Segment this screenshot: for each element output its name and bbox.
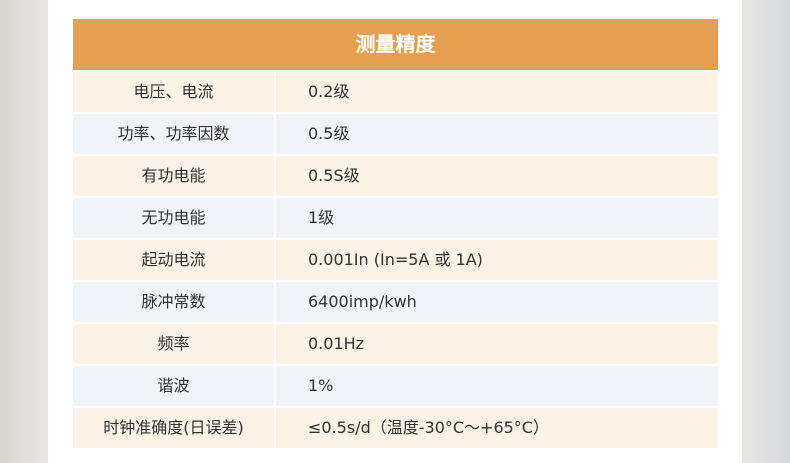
spec-name: 谐波 (73, 366, 276, 406)
table-row: 电压、电流 0.2级 (73, 72, 718, 112)
spec-value: 0.5S级 (308, 166, 360, 185)
spec-name: 时钟准确度(日误差) (73, 408, 276, 448)
spec-value: 0.001In (In=5A 或 1A) (308, 250, 483, 269)
spec-name: 有功电能 (73, 156, 276, 196)
spec-name: 脉冲常数 (73, 282, 276, 322)
table-title: 测量精度 (73, 19, 718, 70)
table-row: 时钟准确度(日误差) ≤0.5s/d（温度-30°C～+65°C） (73, 408, 718, 448)
table-row: 功率、功率因数 0.5级 (73, 114, 718, 154)
table-row: 脉冲常数 6400imp/kwh (73, 282, 718, 322)
table-row: 频率 0.01Hz (73, 324, 718, 364)
spec-value: 0.01Hz (308, 334, 365, 353)
spec-value: 6400imp/kwh (308, 292, 417, 311)
table-row: 起动电流 0.001In (In=5A 或 1A) (73, 240, 718, 280)
spec-value: 1级 (308, 208, 335, 227)
spec-value: 1% (308, 376, 334, 395)
spec-value: 0.2级 (308, 82, 350, 101)
table-row: 有功电能 0.5S级 (73, 156, 718, 196)
table-row: 谐波 1% (73, 366, 718, 406)
spec-name: 功率、功率因数 (73, 114, 276, 154)
spec-table: 测量精度 电压、电流 0.2级功率、功率因数 0.5级有功电能 0.5S级无功电能 1级… (73, 19, 718, 448)
spec-value: 0.5级 (308, 124, 350, 143)
table-row: 无功电能 1级 (73, 198, 718, 238)
spec-name: 频率 (73, 324, 276, 364)
spec-name: 电压、电流 (73, 72, 276, 112)
spec-name: 无功电能 (73, 198, 276, 238)
spec-value: ≤0.5s/d（温度-30°C～+65°C） (308, 418, 549, 437)
spec-name: 起动电流 (73, 240, 276, 280)
